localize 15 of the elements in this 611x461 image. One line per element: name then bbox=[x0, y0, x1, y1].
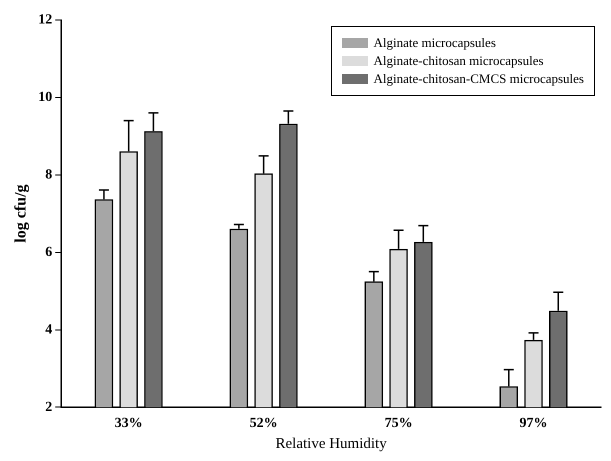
y-tick-label: 4 bbox=[45, 322, 52, 338]
y-tick-label: 6 bbox=[45, 244, 52, 260]
x-tick-label: 97% bbox=[520, 416, 548, 432]
y-tick-label: 10 bbox=[38, 90, 52, 106]
y-tick-label: 12 bbox=[38, 12, 52, 28]
x-tick-label: 33% bbox=[114, 416, 143, 432]
x-tick-label: 75% bbox=[384, 416, 413, 432]
x-axis-title: Relative Humidity bbox=[275, 436, 388, 452]
x-tick-label: 52% bbox=[250, 416, 278, 432]
y-axis-title: log cfu/g bbox=[12, 184, 30, 243]
y-tick-label: 2 bbox=[45, 400, 52, 415]
y-tick-label: 8 bbox=[45, 167, 52, 182]
legend-label: Alginate-chitosan-CMCS microcapsules bbox=[374, 71, 584, 87]
legend-label: Alginate-chitosan microcapsules bbox=[374, 53, 544, 69]
legend-label: Alginate microcapsules bbox=[374, 35, 496, 51]
